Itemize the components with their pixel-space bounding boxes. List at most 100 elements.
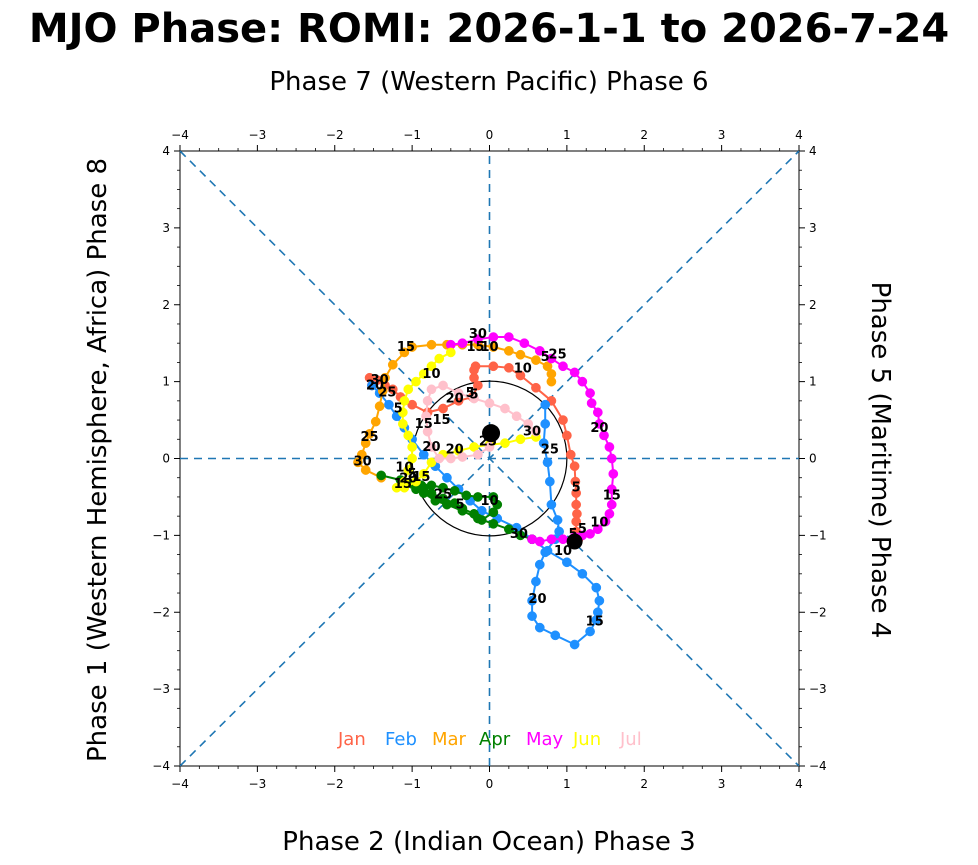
data-point-jul: [484, 398, 495, 408]
data-point-feb: [542, 457, 553, 468]
data-point-may: [558, 534, 568, 545]
data-point-apr: [488, 518, 499, 529]
day-label: 20: [422, 440, 440, 455]
x-tick-label-top: 3: [718, 128, 726, 142]
data-point-may: [585, 388, 595, 399]
data-point-jan: [515, 370, 526, 381]
data-point-mar: [503, 346, 514, 356]
data-point-mar: [387, 359, 398, 370]
day-label: 15: [397, 340, 415, 355]
data-point-feb: [591, 582, 602, 593]
data-point-jun: [515, 434, 526, 445]
bottom-axis-label: Phase 2 (Indian Ocean) Phase 3: [282, 827, 695, 857]
data-point-feb: [534, 622, 545, 633]
data-point-mar: [360, 438, 371, 448]
x-tick-label: 0: [486, 777, 494, 791]
day-label: 30: [469, 327, 487, 342]
x-tick-label-top: −3: [249, 128, 267, 142]
data-point-feb: [531, 576, 541, 587]
legend-label-feb: Feb: [385, 729, 417, 750]
legend-label-mar: Mar: [432, 729, 467, 750]
data-point-may: [606, 484, 617, 495]
data-point-may: [594, 419, 605, 429]
x-tick-label-top: −2: [326, 128, 344, 142]
data-point-jan: [531, 382, 541, 393]
day-label: 10: [480, 494, 498, 509]
data-point-jul: [473, 449, 483, 460]
data-point-feb: [538, 438, 549, 448]
data-point-jul: [426, 384, 437, 395]
day-label: 15: [412, 470, 430, 485]
day-label: 20: [399, 471, 417, 486]
day-label: 5: [456, 498, 465, 513]
legend-label-apr: Apr: [479, 729, 511, 750]
data-point-feb: [527, 595, 537, 606]
data-point-may: [534, 536, 545, 547]
y-tick-label-right: 2: [809, 298, 817, 312]
y-tick-label-right: 3: [809, 221, 817, 235]
day-label: 5: [578, 522, 587, 537]
data-point-jul: [438, 380, 448, 391]
y-tick-label-right: 4: [809, 144, 817, 158]
data-point-feb: [554, 526, 564, 537]
day-label: 30: [523, 425, 541, 440]
data-point-mar: [531, 355, 541, 365]
day-label: 20: [528, 592, 546, 607]
data-point-jan: [570, 476, 581, 487]
day-label: 5: [466, 386, 475, 401]
x-tick-label-top: 0: [486, 128, 494, 142]
data-point-jun: [403, 430, 414, 441]
end-marker: [482, 424, 501, 443]
legend-label-jan: Jan: [337, 729, 366, 750]
data-point-jan: [571, 499, 582, 510]
chart-title: MJO Phase: ROMI: 2026-1-1 to 2026-7-24: [29, 6, 949, 52]
data-point-feb: [442, 472, 452, 483]
data-point-jan: [473, 380, 483, 391]
data-point-jun: [407, 442, 417, 452]
data-point-jan: [488, 361, 499, 372]
data-point-apr: [503, 524, 514, 535]
data-point-jul: [422, 426, 433, 437]
data-point-jan: [562, 430, 572, 441]
day-label: 10: [554, 544, 572, 559]
data-point-feb: [585, 626, 595, 637]
data-point-mar: [377, 386, 388, 396]
data-point-feb: [545, 476, 555, 487]
y-tick-label: −1: [152, 528, 170, 542]
day-label: 20: [446, 392, 464, 407]
y-tick-label: 4: [162, 144, 170, 158]
data-point-feb: [562, 557, 572, 568]
day-label: 15: [415, 417, 433, 432]
data-point-apr: [473, 513, 483, 524]
data-point-jun: [418, 469, 429, 479]
day-label: 10: [480, 340, 498, 355]
day-label: 25: [434, 488, 452, 503]
day-label: 30: [510, 527, 528, 542]
data-point-jul: [422, 395, 433, 406]
data-point-feb: [418, 449, 429, 460]
data-point-jun: [403, 384, 414, 395]
day-label: 15: [394, 477, 412, 492]
x-tick-label: 1: [563, 777, 571, 791]
y-tick-label: −2: [152, 605, 170, 619]
data-point-may: [592, 524, 603, 535]
data-point-jan: [469, 372, 479, 383]
data-point-may: [604, 508, 615, 519]
day-label: 15: [586, 614, 604, 629]
data-point-apr: [457, 505, 468, 516]
x-tick-label-top: 2: [640, 128, 648, 142]
data-point-jan: [569, 461, 580, 472]
data-point-mar: [370, 416, 381, 427]
data-point-mar: [374, 401, 385, 412]
data-point-feb: [546, 499, 557, 510]
data-point-jun: [397, 407, 408, 418]
day-label: 5: [572, 481, 581, 496]
y-tick-label: 2: [162, 298, 170, 312]
data-point-may: [606, 453, 617, 464]
data-point-jun: [407, 453, 417, 464]
data-point-feb: [569, 639, 580, 650]
data-point-jul: [511, 411, 522, 422]
y-tick-label-right: 1: [809, 375, 817, 389]
data-point-jun: [418, 369, 429, 379]
data-point-feb: [367, 380, 377, 391]
